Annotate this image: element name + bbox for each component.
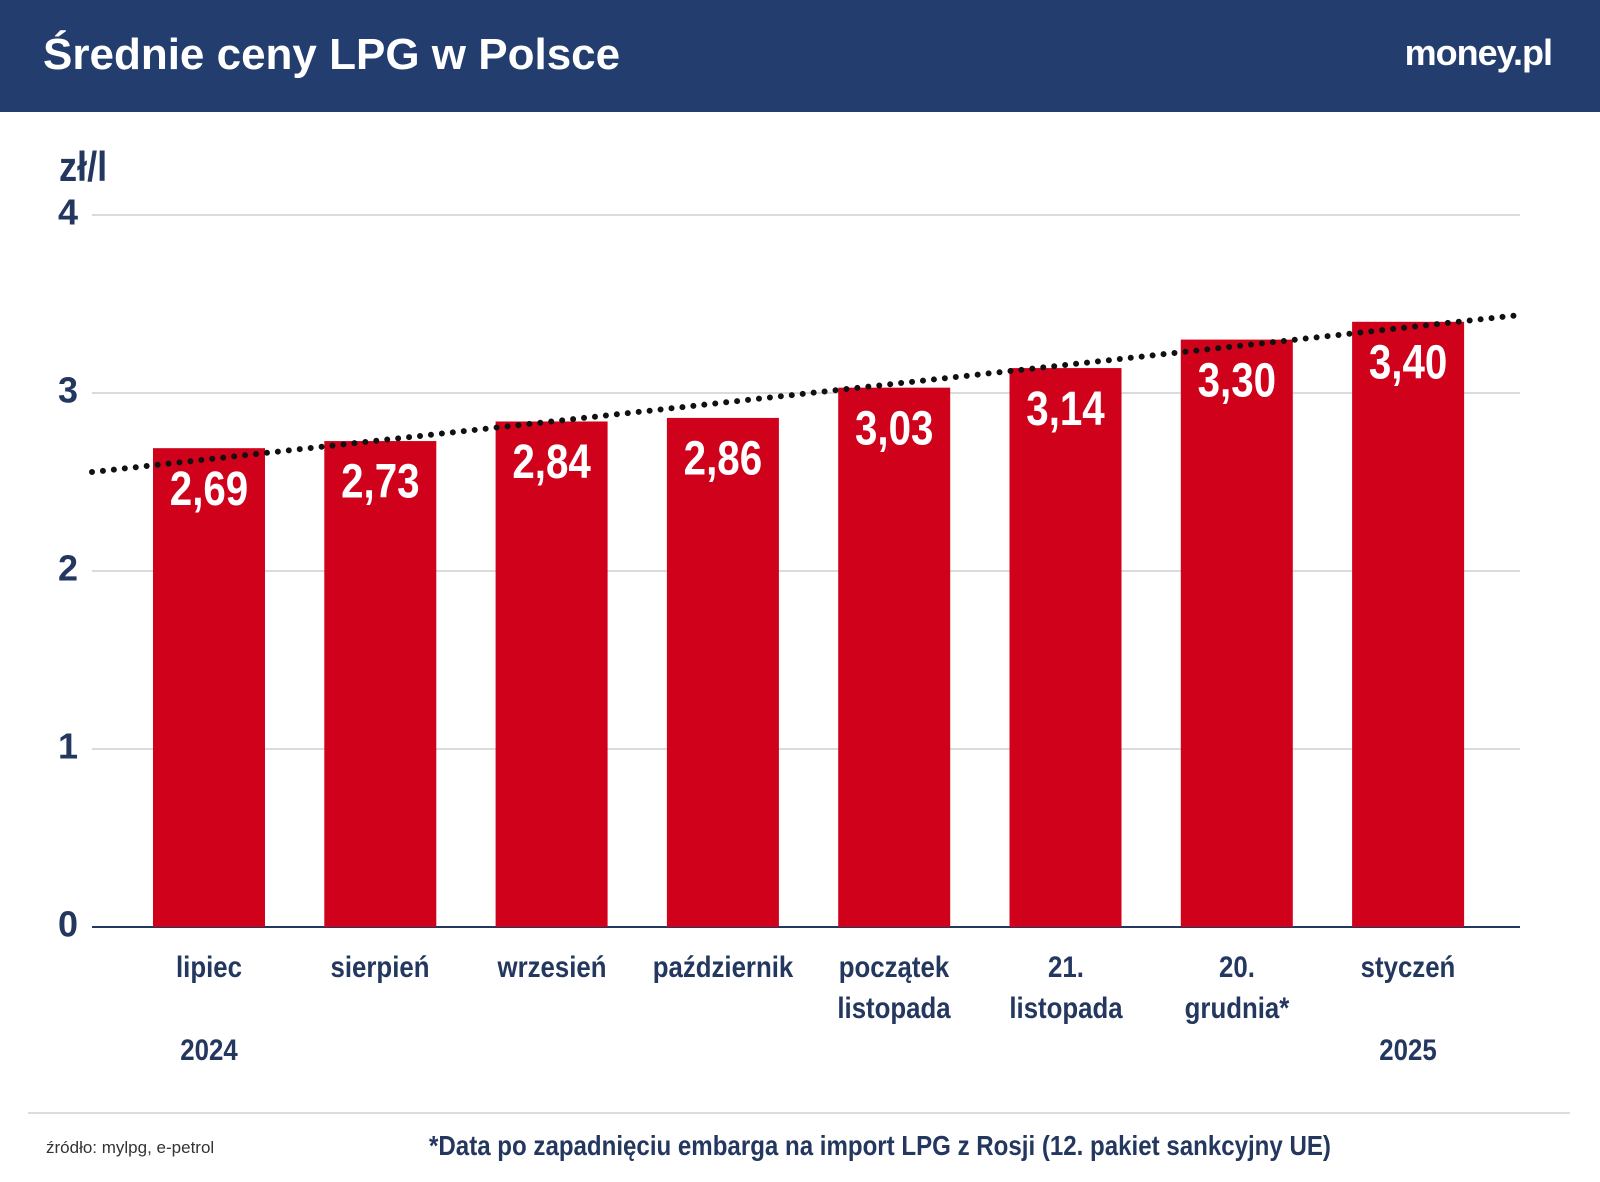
y-tick-label: 0 bbox=[58, 904, 78, 945]
x-tick-label: sierpień bbox=[330, 951, 430, 984]
period-label: 2024 bbox=[180, 1034, 238, 1067]
y-tick-label: 2 bbox=[58, 548, 78, 589]
bar bbox=[666, 417, 779, 927]
bar bbox=[324, 441, 437, 927]
bar bbox=[1009, 368, 1122, 928]
bar bbox=[153, 448, 265, 927]
value-label: 2,73 bbox=[341, 456, 419, 509]
x-tick-label: początek listopada bbox=[837, 951, 951, 1025]
trend-line bbox=[89, 311, 1523, 476]
header: Średnie ceny LPG w Polsce money.pl bbox=[0, 0, 1600, 112]
x-tick-label: wrzesień bbox=[497, 951, 607, 984]
x-tick-label: lipiec bbox=[176, 951, 242, 984]
y-tick-label: 3 bbox=[58, 370, 78, 411]
y-axis-label: zł/l bbox=[59, 145, 107, 191]
footnote: *Data po zapadnięciu embarga na import L… bbox=[429, 1130, 1331, 1161]
source: źródło: mylpg, e-petrol bbox=[46, 1138, 215, 1157]
logo: money.pl bbox=[1404, 32, 1553, 73]
bar bbox=[1180, 339, 1293, 928]
value-label: 2,84 bbox=[512, 436, 591, 489]
value-label: 3,30 bbox=[1198, 354, 1276, 407]
value-label: 2,86 bbox=[684, 432, 762, 485]
period-label: 2025 bbox=[1379, 1034, 1437, 1067]
divider bbox=[28, 1112, 1570, 1114]
y-tick-label: 1 bbox=[58, 726, 78, 767]
x-tick-label: styczeń bbox=[1360, 951, 1456, 984]
x-tick-label: 21. listopada bbox=[1008, 951, 1123, 1025]
x-tick-label: październik bbox=[652, 951, 794, 984]
value-label: 3,40 bbox=[1369, 336, 1447, 389]
bar bbox=[1352, 321, 1465, 927]
value-label: 2,69 bbox=[170, 463, 248, 516]
bar bbox=[838, 387, 951, 927]
title: Średnie ceny LPG w Polsce bbox=[43, 30, 621, 79]
value-label: 3,14 bbox=[1026, 383, 1105, 436]
y-tick-label: 4 bbox=[58, 192, 78, 233]
bar bbox=[495, 421, 608, 927]
x-tick-label: 20. grudnia* bbox=[1184, 951, 1290, 1025]
value-label: 3,03 bbox=[855, 402, 933, 455]
